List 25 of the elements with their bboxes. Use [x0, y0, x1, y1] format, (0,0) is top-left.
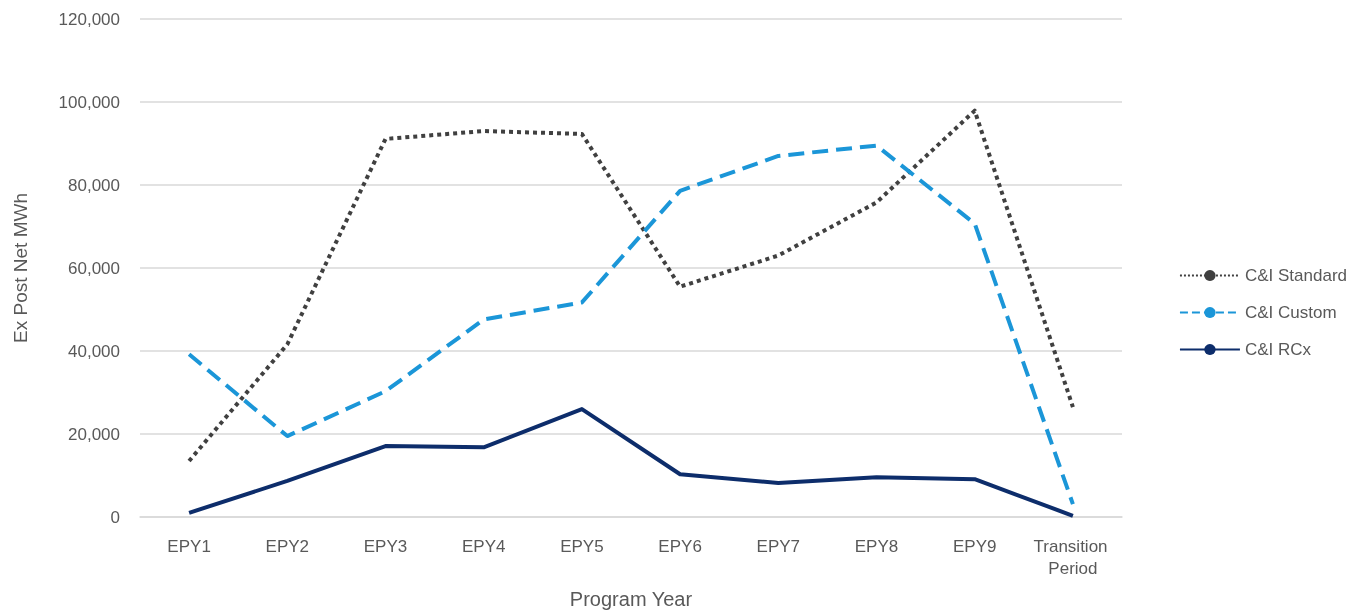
- x-tick-label: EPY7: [756, 536, 801, 556]
- x-tick-label: EPY2: [265, 536, 310, 556]
- y-tick-label: 40,000: [68, 341, 120, 361]
- line-series: [187, 108, 1075, 463]
- y-tick-label: 20,000: [68, 424, 120, 444]
- legend-label: C&I Custom: [1244, 303, 1337, 322]
- y-tick-label: 100,000: [58, 92, 120, 112]
- y-tick-label: 80,000: [68, 175, 120, 195]
- x-tick-label: EPY8: [854, 536, 899, 556]
- x-tick-label: EPY6: [658, 536, 702, 556]
- x-tick-label: EPY1: [167, 536, 211, 556]
- legend-label: C&I RCx: [1244, 340, 1312, 359]
- y-tick-label: 60,000: [68, 258, 120, 278]
- line-series: [187, 407, 1075, 518]
- x-tick-label: EPY3: [363, 536, 408, 556]
- x-tick-label: Transition Period: [1033, 536, 1113, 578]
- x-tick-label: EPY5: [560, 536, 604, 556]
- y-axis-title: Ex Post Net MWh: [10, 193, 31, 343]
- x-tick-label: EPY9: [952, 536, 997, 556]
- x-tick-label: EPY4: [461, 536, 506, 556]
- legend-label: C&I Standard: [1244, 266, 1347, 285]
- y-tick-label: 0: [110, 507, 120, 527]
- x-axis-title: Program Year: [569, 588, 693, 610]
- line-series: [187, 143, 1075, 507]
- y-tick-label: 120,000: [58, 9, 120, 29]
